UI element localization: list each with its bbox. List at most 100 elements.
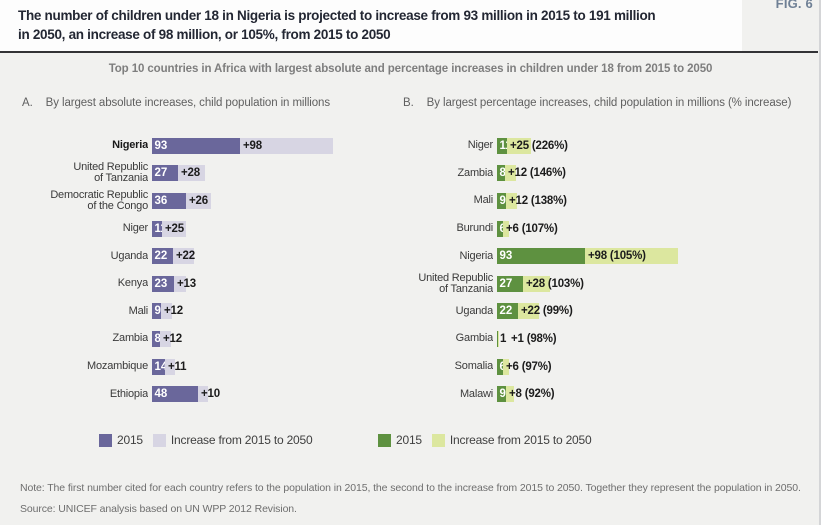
bar-value-2015: 6 <box>500 359 506 375</box>
country-label: United Republic of Tanzania <box>73 162 148 185</box>
figure-title-line2: in 2050, an increase of 98 million, or 1… <box>18 27 391 42</box>
bar-value-2015: 93 <box>154 139 168 152</box>
bar-group: 6+6 (97%) <box>497 358 819 375</box>
bar-2015: 93 <box>497 248 585 265</box>
chart-row-united-republic-of-tanzania: United Republic of Tanzania 27 +28 (103%) <box>403 270 819 298</box>
legend-swatch <box>99 433 112 447</box>
increase-label: +25 (226%) <box>510 139 568 152</box>
chart-row-niger: Niger 11 +25 <box>18 215 398 243</box>
increase-label: +1 (98%) <box>511 332 557 345</box>
bar-2015: 8 <box>497 165 506 182</box>
bar-increase <box>162 220 186 237</box>
bar-group: 9 +12 <box>152 303 398 320</box>
country-label: Uganda <box>110 250 148 262</box>
bar-2015: 6 <box>497 220 506 237</box>
chart-row-mali: Mali 9 +12 <box>18 298 398 326</box>
bar-group: 22 +22 (99%) <box>497 303 819 320</box>
bar-value-2015: 1 <box>500 332 507 345</box>
note-text: Note: The first number cited for each co… <box>20 482 801 494</box>
legend-label: Increase from 2015 to 2050 <box>449 433 592 447</box>
bar-2015: 22 <box>152 248 173 265</box>
title-band: The number of children under 18 in Niger… <box>0 0 742 51</box>
bar-group: 93 +98 <box>152 137 398 154</box>
bar-2015: 93 <box>152 137 240 154</box>
bar-2015: 14 <box>152 358 168 375</box>
bar-increase <box>507 137 531 154</box>
increase-label: +12 <box>164 305 183 318</box>
legend-item-increase: Increase from 2015 to 2050 <box>431 433 592 447</box>
chart-row-niger: Niger 11 +25 (226%) <box>403 132 819 160</box>
increase-label: +25 <box>165 222 184 235</box>
increase-label: +11 <box>168 360 187 373</box>
country-label: Gambia <box>455 333 493 345</box>
country-label: Kenya <box>117 278 148 290</box>
bar-increase <box>503 220 509 237</box>
country-label: United Republic of Tanzania <box>418 272 493 295</box>
bar-group: 14 +11 <box>152 358 398 375</box>
chart-row-nigeria: Nigeria 93 +98 (105%) <box>403 242 819 270</box>
bar-increase <box>523 275 550 292</box>
bar-2015: 27 <box>152 165 178 182</box>
bar-group: 1 +1 (98%) <box>497 330 819 347</box>
panel-b-header: B. By largest percentage increases, chil… <box>403 97 791 109</box>
country-label: Malawi <box>459 388 493 400</box>
legend-swatch <box>152 433 166 447</box>
figure-title-line1: The number of children under 18 in Niger… <box>18 8 656 23</box>
bar-increase <box>160 330 171 347</box>
increase-label: +6 (97%) <box>506 360 552 373</box>
bar-2015: 9 <box>497 192 506 209</box>
increase-label: +22 (99%) <box>521 305 573 318</box>
country-label: Niger <box>467 140 493 152</box>
bar-2015: 8 <box>152 330 161 347</box>
bar-2015: 6 <box>497 358 506 375</box>
increase-label: +22 <box>176 250 195 263</box>
bar-value-2015: 93 <box>499 250 513 263</box>
bar-group: 93 +98 (105%) <box>497 248 819 265</box>
chart-row-gambia: Gambia 1 +1 (98%) <box>403 325 819 353</box>
bar-value-2015: 22 <box>499 305 513 318</box>
panel-a-header: A. By largest absolute increases, child … <box>22 97 330 109</box>
increase-label: +28 <box>181 167 200 180</box>
bar-value-2015: 22 <box>154 250 168 263</box>
bar-2015: 9 <box>497 386 506 403</box>
bar-value-2015: 9 <box>499 194 506 207</box>
bar-increase <box>173 248 194 265</box>
bar-2015: 36 <box>152 192 186 209</box>
bar-value-2015: 14 <box>154 360 168 373</box>
source-text: Source: UNICEF analysis based on UN WPP … <box>20 503 297 515</box>
bar-value-2015: 36 <box>154 194 168 207</box>
chart-panel-a: Nigeria 93 +98 United Republic of Tanzania 27… <box>18 132 398 408</box>
bar-2015: 11 <box>497 137 512 154</box>
bar-group: 11 +25 (226%) <box>497 137 819 154</box>
bar-increase <box>498 330 499 347</box>
country-label: Burundi <box>456 223 493 235</box>
bar-increase <box>505 165 516 182</box>
increase-label: +26 <box>189 194 208 207</box>
title-divider <box>0 51 818 53</box>
chart-row-mozambique: Mozambique 14 +11 <box>18 353 398 381</box>
bar-group: 8 +12 (146%) <box>497 165 819 182</box>
bar-2015: 22 <box>497 303 518 320</box>
bar-value-2015: 48 <box>154 388 168 401</box>
bar-increase <box>503 358 509 375</box>
chart-panel-b: Niger 11 +25 (226%) Zambia 8 +12 (146%) Mali 9 +… <box>403 132 819 408</box>
bar-2015: 11 <box>152 220 167 237</box>
chart-row-somalia: Somalia 6+6 (97%) <box>403 353 819 381</box>
bar-increase <box>178 165 205 182</box>
bar-2015: 27 <box>497 275 523 292</box>
legend-item-2015: 2015 <box>378 433 422 447</box>
legend-item-2015: 2015 <box>99 433 143 447</box>
chart-row-zambia: Zambia 8 +12 (146%) <box>403 160 819 188</box>
bar-value-2015: 27 <box>154 167 168 180</box>
country-label: Niger <box>122 223 148 235</box>
panel-b-title: By largest percentage increases, child p… <box>426 97 792 109</box>
bar-group: 27 +28 <box>152 165 398 182</box>
increase-label: +12 (146%) <box>508 167 566 180</box>
legend-label: 2015 <box>117 433 143 447</box>
increase-label: +8 (92%) <box>509 388 555 401</box>
country-label: Zambia <box>112 333 148 345</box>
country-label: Nigeria <box>112 140 148 152</box>
fig-number: FIG. 6 <box>775 0 813 11</box>
bar-group: 9 +12 (138%) <box>497 192 819 209</box>
increase-label: +10 <box>201 388 220 401</box>
